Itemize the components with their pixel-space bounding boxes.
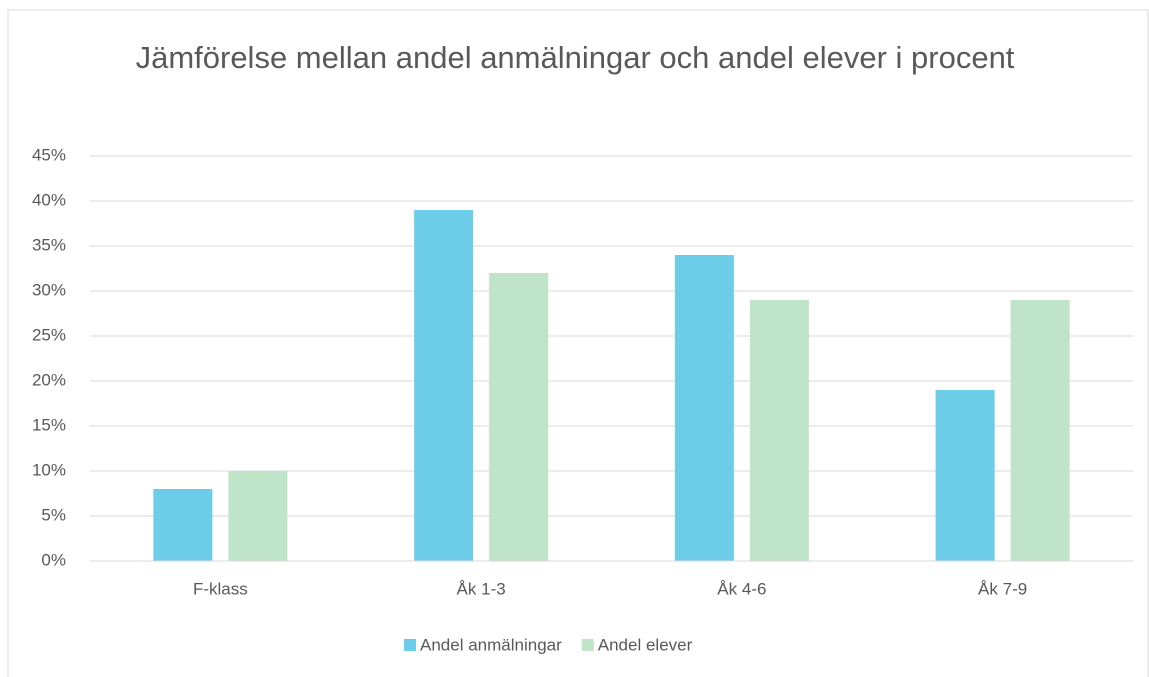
y-tick-label: 35% <box>32 235 66 254</box>
y-tick-label: 20% <box>32 370 66 389</box>
chart-border <box>7 9 1149 677</box>
chart-title: Jämförelse mellan andel anmälningar och … <box>135 40 1015 75</box>
x-tick-label: Åk 7-9 <box>978 579 1027 598</box>
legend-label: Andel anmälningar <box>420 635 562 654</box>
bar <box>153 489 213 561</box>
bar <box>935 390 995 561</box>
legend-swatch <box>404 639 416 651</box>
y-tick-label: 5% <box>41 505 66 524</box>
y-tick-label: 30% <box>32 280 66 299</box>
legend-swatch <box>581 639 594 651</box>
x-tick-label: F-klass <box>193 579 248 598</box>
y-tick-label: 10% <box>32 460 66 479</box>
bar <box>228 471 288 561</box>
x-tick-label: Åk 1-3 <box>457 579 506 598</box>
y-tick-label: 45% <box>32 145 66 164</box>
y-tick-label: 40% <box>32 190 66 209</box>
bar <box>414 210 474 561</box>
legend-label: Andel elever <box>598 635 693 654</box>
bar <box>749 300 809 561</box>
y-tick-label: 25% <box>32 325 66 344</box>
bar <box>674 255 734 561</box>
y-tick-label: 15% <box>32 415 66 434</box>
bar <box>1010 300 1070 561</box>
bar <box>489 273 549 561</box>
y-tick-label: 0% <box>41 550 66 569</box>
x-tick-label: Åk 4-6 <box>717 579 766 598</box>
